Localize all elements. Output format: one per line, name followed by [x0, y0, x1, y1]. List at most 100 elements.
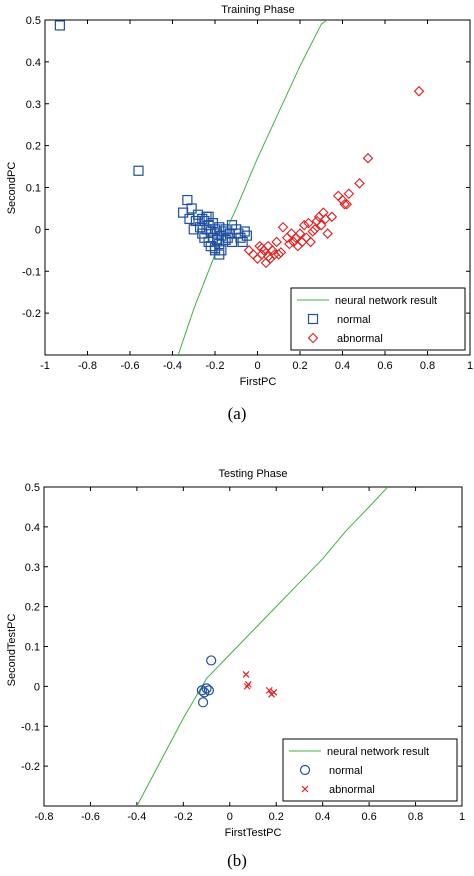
normal-point	[203, 211, 214, 222]
abnormal-point	[267, 245, 278, 256]
normal-point	[133, 165, 144, 176]
x-tick-label: 0	[254, 360, 260, 372]
training-phase-chart: Training Phase -1 -0.8 -0.6 -0.4 -0.2 0 0.2 0.4…	[6, 4, 473, 423]
abnormal-point	[354, 178, 365, 189]
x-tick-label: -0.8	[78, 360, 97, 372]
abnormal-point	[341, 198, 353, 210]
testing-phase-chart: Testing Phase -0.8 -0.6 -0.4 -0.2 0 0.2 0.4 0.6…	[6, 468, 465, 870]
legend-box	[290, 287, 466, 351]
y-tick-label: 0.4	[26, 57, 41, 69]
caption-b: (b)	[227, 851, 247, 870]
abnormal-point	[256, 249, 268, 260]
normal-point	[226, 220, 238, 231]
y-tick-label: -0.2	[21, 761, 40, 773]
legend-label: normal	[337, 314, 371, 326]
x-tick-label: 0.6	[361, 811, 376, 823]
x-tick-label: -1	[40, 360, 50, 372]
x-tick-label: 0.8	[408, 811, 423, 823]
x-axis-label: FirstPC	[240, 376, 277, 388]
decision-boundary-line	[177, 20, 328, 355]
normal-point	[201, 683, 212, 694]
y-tick-label: -0.1	[22, 266, 41, 278]
abnormal-point	[275, 247, 287, 258]
plot-area: -0.8 -0.6 -0.4 -0.2 0 0.2 0.4 0.6 0.8 1 -0.2 -0.1 0 0…	[21, 482, 465, 823]
abnormal-point	[362, 152, 374, 164]
normal-point	[196, 685, 208, 696]
y-tick-label: -0.1	[21, 721, 40, 733]
legend-label: neural network result	[327, 746, 429, 758]
x-tick-label: -0.2	[174, 811, 193, 823]
normal-point	[203, 685, 214, 696]
normal-point	[241, 230, 252, 241]
decision-boundary-line	[136, 487, 389, 806]
x-tick-label: -0.4	[163, 360, 182, 372]
x-tick-label: 0.8	[420, 360, 435, 372]
y-tick-label: -0.2	[22, 308, 41, 320]
abnormal-point	[339, 198, 350, 210]
chart-title: Training Phase	[221, 4, 295, 16]
abnormal-point	[326, 211, 338, 223]
legend-box	[282, 738, 458, 802]
x-tick-label: -0.6	[121, 360, 140, 372]
abnormal-point	[273, 249, 285, 260]
x-tick-label: 0.6	[377, 360, 392, 372]
y-tick-label: 0.1	[25, 642, 40, 654]
x-tick-label: 1	[467, 360, 473, 372]
normal-point	[186, 203, 197, 214]
y-tick-label: 0	[34, 681, 40, 693]
normal-point	[214, 249, 225, 260]
abnormal-point	[309, 224, 321, 235]
abnormal-point	[242, 670, 250, 678]
y-tick-label: 0.2	[26, 141, 41, 153]
y-tick-label: 0.5	[25, 482, 40, 494]
abnormal-point	[315, 219, 327, 231]
x-tick-label: 0.4	[315, 811, 330, 823]
abnormal-point	[322, 228, 333, 239]
x-tick-label: 1	[459, 811, 465, 823]
plot-area: -1 -0.8 -0.6 -0.4 -0.2 0 0.2 0.4 0.6 0.8 1 -0.2 -0.1…	[22, 15, 473, 372]
abnormal-point	[256, 242, 268, 254]
abnormal-point	[343, 188, 355, 200]
abnormal-point	[284, 238, 295, 250]
legend-marker-swatch	[299, 764, 311, 776]
x-tick-label: -0.8	[35, 811, 54, 823]
x-tick-label: -0.6	[81, 811, 100, 823]
legend-label: neural network result	[335, 295, 437, 307]
x-tick-label: 0.2	[269, 811, 284, 823]
y-tick-label: 0.4	[25, 522, 40, 534]
normal-point	[206, 655, 217, 666]
y-tick-label: 0	[35, 224, 41, 236]
caption-a: (a)	[228, 404, 247, 423]
abnormal-point	[413, 85, 425, 97]
legend-marker-swatch	[301, 785, 309, 793]
normal-point	[54, 20, 65, 31]
y-axis-label: SecondPC	[6, 162, 18, 215]
normal-point	[220, 234, 231, 245]
normal-point	[197, 697, 209, 708]
y-tick-label: 0.1	[26, 183, 41, 195]
y-tick-label: 0.5	[26, 15, 41, 27]
abnormal-point	[262, 251, 274, 262]
y-tick-label: 0.3	[26, 99, 41, 111]
abnormal-point	[303, 217, 314, 229]
y-tick-label: 0.2	[25, 602, 40, 614]
data-layer	[136, 487, 389, 806]
x-tick-label: 0.2	[292, 360, 307, 372]
x-axis-label: FirstTestPC	[225, 827, 282, 839]
legend-marker-swatch	[307, 332, 319, 344]
abnormal-point	[270, 688, 278, 696]
abnormal-point	[307, 226, 319, 237]
abnormal-point	[271, 236, 282, 248]
x-tick-label: 0.4	[335, 360, 350, 372]
x-tick-label: 0	[227, 811, 233, 823]
x-tick-label: -0.2	[206, 360, 225, 372]
legend-label: normal	[329, 765, 363, 777]
y-axis-label: SecondTestPC	[6, 614, 18, 687]
x-tick-label: -0.4	[127, 811, 146, 823]
legend-label: abnormal	[337, 333, 383, 345]
abnormal-point	[243, 682, 251, 690]
legend-marker-swatch	[307, 313, 319, 325]
abnormal-point	[265, 686, 273, 694]
normal-point	[197, 213, 208, 225]
